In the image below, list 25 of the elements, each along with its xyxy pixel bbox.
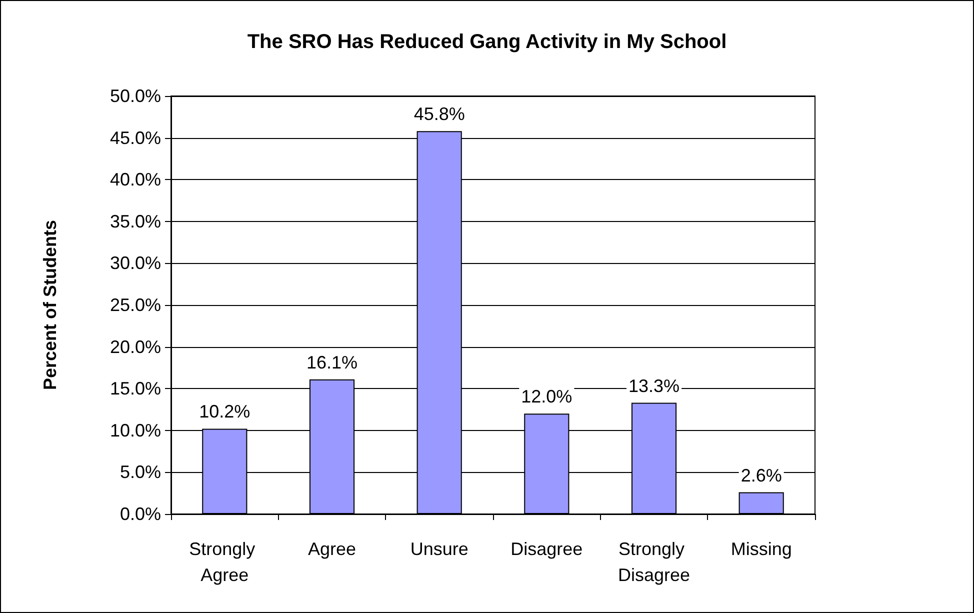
chart-title: The SRO Has Reduced Gang Activity in My School xyxy=(247,31,727,53)
y-tick-label: 35.0% xyxy=(110,211,161,232)
x-tick-label: Strongly Agree xyxy=(189,539,260,585)
data-label: 13.3% xyxy=(628,376,680,396)
y-tick-label: 40.0% xyxy=(110,170,161,190)
y-tick-label: 25.0% xyxy=(110,295,161,315)
data-label: 16.1% xyxy=(306,352,358,372)
y-axis-title: Percent of Students xyxy=(40,220,60,390)
data-label: 2.6% xyxy=(740,465,782,486)
x-tick-label: Agree xyxy=(308,539,356,559)
data-label: 45.8% xyxy=(414,104,465,124)
x-tick-label: Missing xyxy=(730,539,792,559)
y-tick-label: 15.0% xyxy=(110,378,161,399)
data-label: 10.2% xyxy=(199,402,250,422)
y-tick-label: 45.0% xyxy=(110,128,161,148)
y-tick-label: 0.0% xyxy=(120,504,161,524)
x-tick-label: Unsure xyxy=(410,539,468,559)
x-tick-label: Strongly Disagree xyxy=(618,539,690,585)
data-label: 12.0% xyxy=(521,386,572,407)
y-tick-label: 20.0% xyxy=(110,336,161,357)
y-tick-label: 50.0% xyxy=(110,86,161,106)
x-tick-label: Disagree xyxy=(510,539,583,559)
y-tick-label: 30.0% xyxy=(110,253,161,274)
y-tick-label: 10.0% xyxy=(110,420,161,440)
y-tick-label: 5.0% xyxy=(120,462,161,482)
